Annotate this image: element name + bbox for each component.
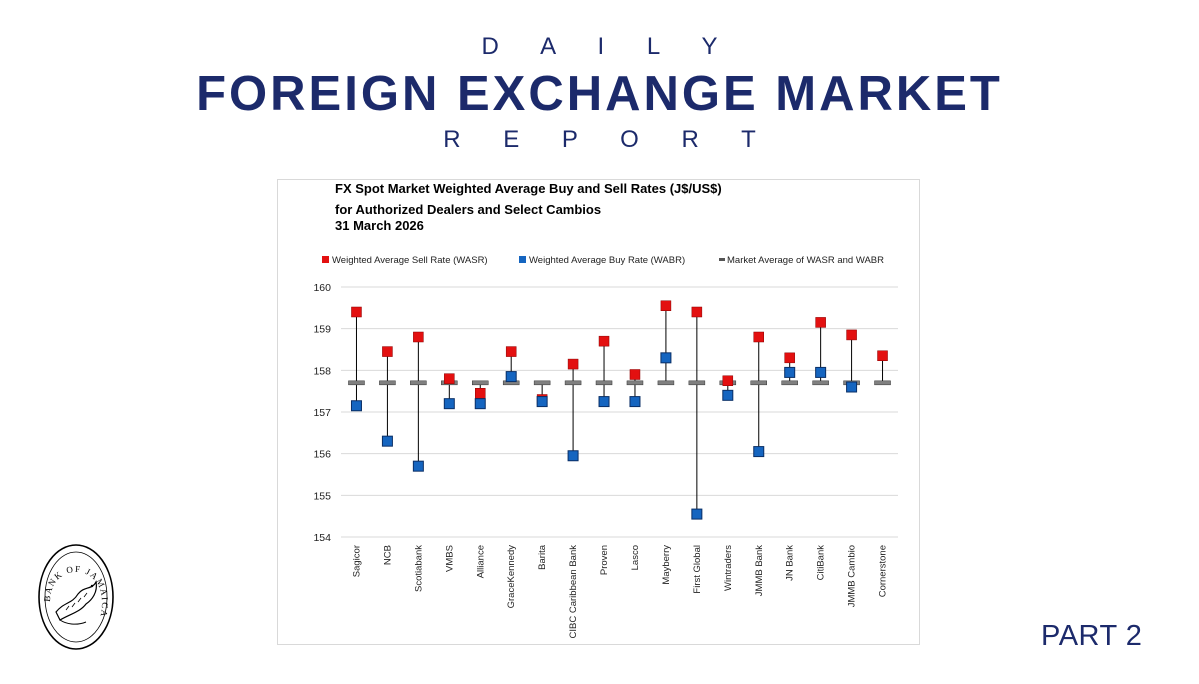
x-category-label: Lasco	[630, 545, 641, 570]
x-category-label: CitiBank	[816, 545, 827, 581]
legend-sell-label: Weighted Average Sell Rate (WASR)	[332, 255, 488, 266]
x-category-label: JN Bank	[785, 545, 796, 581]
x-category-label: Sagicor	[351, 545, 362, 577]
y-axis-ticks: 154 155 156 157 158 159 160	[313, 282, 331, 544]
buy-marker	[753, 446, 765, 458]
sell-marker	[660, 300, 672, 311]
x-category-label: Scotiabank	[413, 545, 424, 592]
x-category-label: Barita	[537, 544, 548, 570]
sell-marker	[351, 306, 362, 318]
sell-marker	[753, 331, 764, 343]
x-category-label: Alliance	[475, 545, 486, 578]
legend-avg-label: Market Average of WASR and WABR	[727, 255, 884, 266]
buy-marker	[660, 352, 672, 364]
y-tick-label: 158	[313, 365, 331, 377]
avg-marker	[626, 380, 644, 386]
legend-buy-marker	[519, 256, 526, 263]
chart-title-line-2: for Authorized Dealers and Select Cambio…	[335, 202, 601, 217]
buy-marker	[536, 396, 548, 408]
x-axis-categories: Sagicor NCB Scotiabank VMBS Alliance GraceKen…	[351, 544, 888, 638]
x-category-label: JMMB Cambio	[847, 545, 858, 607]
buy-marker	[815, 366, 827, 378]
avg-marker	[688, 380, 706, 386]
legend: Weighted Average Sell Rate (WASR) Weight…	[322, 255, 884, 266]
x-category-label: JMMB Bank	[754, 545, 765, 596]
x-category-label: GraceKennedy	[506, 545, 517, 609]
avg-marker	[812, 380, 829, 386]
legend-avg-marker	[719, 258, 725, 261]
header-daily: D A I L Y	[481, 33, 736, 60]
buy-marker	[691, 508, 703, 520]
buy-marker	[846, 381, 858, 393]
sell-marker	[877, 350, 888, 361]
y-tick-label: 159	[313, 324, 331, 336]
chart-title-line-3: 31 March 2026	[335, 218, 424, 233]
sell-marker	[444, 373, 455, 384]
buy-marker	[505, 371, 517, 383]
x-category-label: Proven	[599, 545, 610, 575]
buy-marker	[350, 400, 362, 412]
sell-series	[351, 300, 888, 405]
x-category-label: VMBS	[444, 545, 455, 572]
bank-of-jamaica-seal: BANK OF JAMAICA	[38, 544, 114, 650]
buy-marker	[629, 396, 641, 408]
sell-marker	[722, 375, 734, 386]
y-tick-label: 156	[313, 449, 331, 461]
sell-marker	[382, 346, 393, 357]
sell-marker	[567, 358, 579, 370]
avg-marker	[379, 380, 396, 386]
x-category-label: NCB	[382, 545, 393, 565]
avg-marker	[348, 380, 365, 386]
buy-marker	[598, 396, 610, 408]
legend-buy-label: Weighted Average Buy Rate (WABR)	[529, 255, 685, 266]
sell-marker	[629, 369, 641, 380]
sell-marker	[598, 335, 610, 347]
sell-marker	[505, 346, 517, 357]
sell-marker	[691, 306, 703, 318]
buy-marker	[412, 460, 424, 472]
avg-marker	[533, 380, 551, 386]
buy-marker	[381, 435, 393, 447]
buy-marker	[567, 450, 579, 462]
x-category-label: CIBC Caribbean Bank	[568, 545, 579, 639]
avg-marker	[750, 380, 767, 386]
average-series	[348, 380, 891, 386]
avg-marker	[781, 380, 798, 386]
chart-panel: FX Spot Market Weighted Average Buy and …	[277, 179, 920, 645]
sell-marker	[413, 331, 424, 343]
avg-marker	[657, 380, 675, 386]
buy-series	[350, 352, 858, 520]
sell-marker	[815, 317, 826, 328]
avg-marker	[472, 380, 489, 386]
sell-marker	[784, 352, 795, 364]
chart-title-line-1: FX Spot Market Weighted Average Buy and …	[335, 181, 722, 196]
avg-marker	[564, 380, 582, 386]
grid	[341, 286, 898, 538]
y-tick-label: 160	[313, 282, 331, 294]
y-tick-label: 157	[313, 407, 331, 419]
x-category-label: Mayberry	[661, 545, 672, 585]
header-main-title: FOREIGN EXCHANGE MARKET	[196, 67, 1003, 121]
avg-marker	[410, 380, 427, 386]
x-category-label: Cornerstone	[878, 545, 889, 597]
fx-chart: FX Spot Market Weighted Average Buy and …	[313, 181, 898, 638]
sell-marker	[846, 329, 857, 341]
x-category-label: Wintraders	[723, 545, 734, 591]
sell-marker	[475, 388, 486, 399]
header-report: R E P O R T	[443, 126, 774, 153]
avg-marker	[595, 380, 613, 386]
buy-marker	[784, 366, 796, 378]
x-category-label: First Global	[692, 545, 703, 594]
buy-marker	[474, 398, 486, 410]
avg-marker	[874, 380, 891, 386]
part-label: PART 2	[1041, 620, 1143, 652]
buy-marker	[722, 389, 734, 401]
y-tick-label: 154	[313, 532, 331, 544]
legend-sell-marker	[322, 256, 329, 263]
buy-marker	[443, 398, 455, 410]
y-tick-label: 155	[313, 490, 331, 502]
range-lines	[355, 305, 884, 515]
